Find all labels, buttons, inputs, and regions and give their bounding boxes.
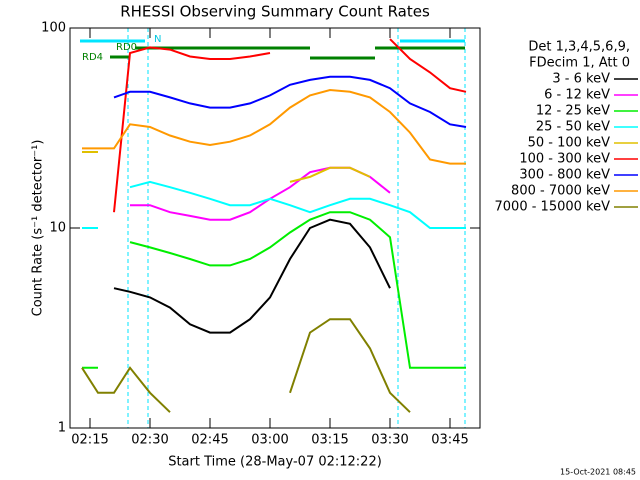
- legend-label: 12 - 25 keV: [536, 104, 610, 119]
- y-axis-label: Count Rate (s⁻¹ detector⁻¹): [31, 140, 46, 317]
- plot-area: [81, 38, 467, 413]
- annotation: RD4: [82, 52, 103, 63]
- x-tick-label: 02:15: [71, 433, 108, 448]
- x-tick-label: 02:30: [131, 433, 168, 448]
- annotation: N: [154, 34, 161, 45]
- x-tick-label: 03:00: [251, 433, 288, 448]
- series-line: [82, 151, 371, 183]
- legend-label: 300 - 800 keV: [519, 168, 610, 183]
- y-tick-label: 100: [41, 21, 66, 36]
- series-line: [81, 318, 411, 413]
- legend-label: 6 - 12 keV: [544, 88, 610, 103]
- legend-label: 25 - 50 keV: [536, 120, 610, 135]
- series-line: [82, 211, 466, 369]
- x-tick-label: 03:30: [371, 433, 408, 448]
- series-line: [113, 75, 467, 128]
- x-axis-label: Start Time (28-May-07 02:12:22): [168, 455, 382, 470]
- legend-label: 800 - 7000 keV: [511, 184, 610, 199]
- annotation: RD0: [116, 42, 137, 53]
- x-tick-label: 03:15: [311, 433, 348, 448]
- timestamp: 15-Oct-2021 08:45: [560, 468, 636, 477]
- x-tick-label: 02:45: [191, 433, 228, 448]
- x-tick-label: 03:45: [431, 433, 468, 448]
- y-tick-label: 1: [58, 421, 66, 436]
- chart-title: RHESSI Observing Summary Count Rates: [120, 3, 430, 21]
- legend-header: Det 1,3,4,5,6,9,: [528, 40, 630, 55]
- series-line: [82, 88, 466, 165]
- legend-header: FDecim 1, Att 0: [529, 56, 630, 71]
- series-line: [113, 38, 467, 213]
- series-line: [82, 180, 466, 229]
- legend-label: 50 - 100 keV: [528, 136, 611, 151]
- legend-label: 7000 - 15000 keV: [495, 200, 611, 215]
- series-line: [113, 218, 391, 334]
- legend-label: 100 - 300 keV: [519, 152, 610, 167]
- legend-label: 3 - 6 keV: [552, 72, 610, 87]
- y-tick-label: 10: [49, 221, 66, 236]
